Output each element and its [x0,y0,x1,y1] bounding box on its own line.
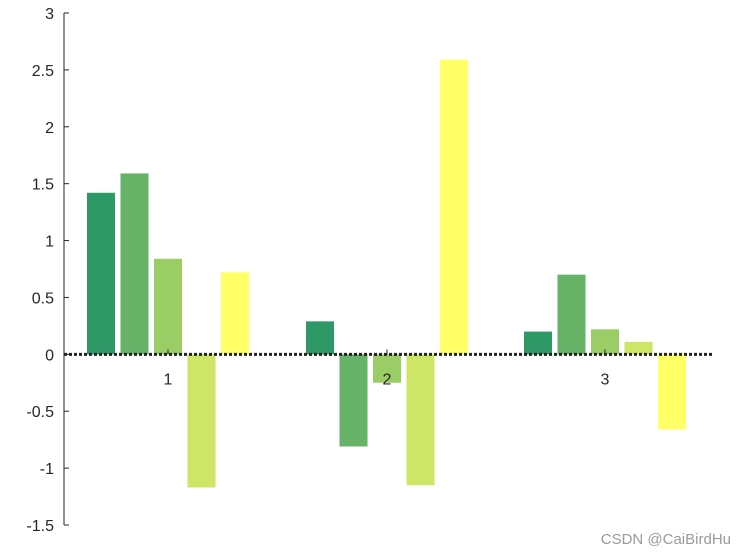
y-tick-label: 2 [45,120,54,137]
x-tick-label-3: 3 [601,371,610,388]
bars-group [87,59,686,488]
x-tick-label-2: 2 [383,371,392,388]
bar-series1-cat1 [87,192,115,355]
y-tick-label: 0.5 [32,290,54,307]
bar-series4-cat3 [624,341,653,355]
y-tick-label: 3 [45,6,54,23]
zero-baseline [64,349,714,356]
y-tick-label: 1.5 [32,177,54,194]
y-tick-label: -1.5 [26,518,54,535]
y-axis: 3 2.5 2 1.5 1 0.5 0 -0.5 -1 -1.5 [26,6,69,535]
bar-series2-cat2 [339,354,368,447]
bar-series5-cat3 [658,354,686,430]
x-tick-label-1: 1 [164,371,173,388]
bar-series1-cat3 [524,331,552,355]
bar-series5-cat1 [221,272,249,355]
y-tick-label: 0 [45,347,54,364]
y-tick-label: 1 [45,234,54,251]
bar-series3-cat1 [154,258,182,355]
bar-series1-cat2 [306,321,334,355]
bar-series2-cat1 [120,173,149,355]
bar-series5-cat2 [440,59,468,355]
bar-series2-cat3 [557,274,586,355]
bar-series4-cat2 [406,354,435,486]
bar-series4-cat1 [187,354,216,488]
y-tick-label: -0.5 [26,404,54,421]
watermark: CSDN @CaiBirdHu [600,531,731,548]
y-tick-label: -1 [40,461,54,478]
bar-series3-cat2 [373,354,401,383]
x-tick-labels: 1 2 3 [164,371,610,388]
y-tick-label: 2.5 [32,63,54,80]
